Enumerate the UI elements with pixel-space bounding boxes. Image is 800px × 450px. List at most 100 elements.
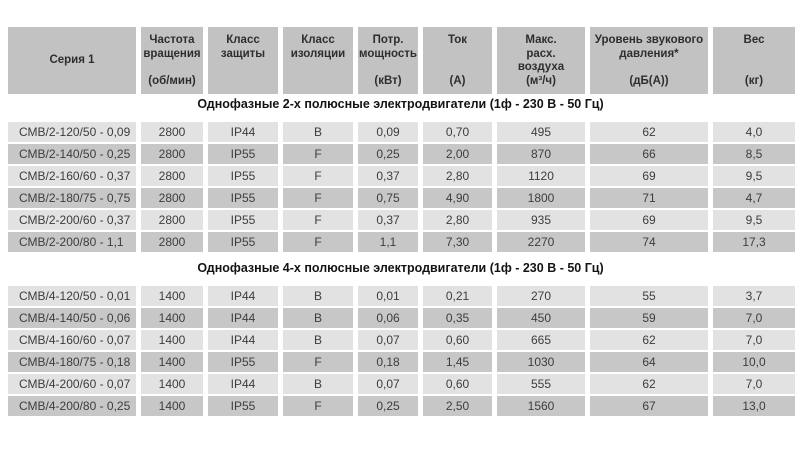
cell-airflow: 1800 xyxy=(497,188,585,208)
cell-series: СМВ/2-180/75 - 0,75 xyxy=(8,188,136,208)
cell-protection: IP55 xyxy=(208,166,278,186)
header-label: Ток xyxy=(447,34,468,46)
header-cell-speed: Частота вращения (об/мин) xyxy=(141,27,203,94)
header-unit: (дБ(А)) xyxy=(629,74,669,87)
cell-current: 0,60 xyxy=(423,330,492,350)
table-row: СМВ/2-200/80 - 1,1 2800 IP55 F 1,1 7,30 2270 74… xyxy=(8,232,795,252)
cell-speed: 2800 xyxy=(141,188,203,208)
cell-current: 2,50 xyxy=(423,396,492,416)
header-label: Макс. расх. воздуха xyxy=(517,34,565,73)
cell-power: 1,1 xyxy=(358,232,418,252)
cell-speed: 2800 xyxy=(141,210,203,230)
cell-protection: IP55 xyxy=(208,396,278,416)
cell-series: СМВ/2-120/50 - 0,09 xyxy=(8,122,136,142)
cell-protection: IP55 xyxy=(208,144,278,164)
cell-airflow: 495 xyxy=(497,122,585,142)
cell-protection: IP55 xyxy=(208,352,278,372)
cell-power: 0,25 xyxy=(358,144,418,164)
cell-noise: 71 xyxy=(590,188,708,208)
cell-weight: 7,0 xyxy=(713,374,795,394)
cell-noise: 66 xyxy=(590,144,708,164)
header-label: Уровень звукового давления* xyxy=(594,34,704,60)
table-row: СМВ/2-180/75 - 0,75 2800 IP55 F 0,75 4,90 1800… xyxy=(8,188,795,208)
section-title: Однофазные 4-х полюсные электродвигатели… xyxy=(8,254,793,282)
cell-airflow: 665 xyxy=(497,330,585,350)
cell-series: СМВ/4-140/50 - 0,06 xyxy=(8,308,136,328)
cell-protection: IP44 xyxy=(208,286,278,306)
cell-power: 0,09 xyxy=(358,122,418,142)
cell-current: 1,45 xyxy=(423,352,492,372)
cell-current: 2,80 xyxy=(423,166,492,186)
cell-current: 2,00 xyxy=(423,144,492,164)
cell-power: 0,37 xyxy=(358,166,418,186)
table-row: СМВ/4-200/60 - 0,07 1400 IP44 B 0,07 0,60 555 6… xyxy=(8,374,795,394)
header-label: Класс изоляции xyxy=(290,34,346,60)
cell-weight: 17,3 xyxy=(713,232,795,252)
cell-insulation: F xyxy=(283,210,353,230)
cell-insulation: F xyxy=(283,232,353,252)
cell-power: 0,75 xyxy=(358,188,418,208)
header-label: Серия 1 xyxy=(49,54,95,67)
cell-series: СМВ/4-200/60 - 0,07 xyxy=(8,374,136,394)
cell-protection: IP55 xyxy=(208,188,278,208)
section-title: Однофазные 2-х полюсные электродвигатели… xyxy=(8,90,793,118)
table-row: СМВ/4-180/75 - 0,18 1400 IP55 F 0,18 1,45 1030… xyxy=(8,352,795,372)
cell-insulation: F xyxy=(283,188,353,208)
cell-speed: 2800 xyxy=(141,232,203,252)
cell-power: 0,37 xyxy=(358,210,418,230)
cell-current: 2,80 xyxy=(423,210,492,230)
cell-series: СМВ/4-180/75 - 0,18 xyxy=(8,352,136,372)
header-label: Частота вращения xyxy=(143,34,201,60)
cell-noise: 74 xyxy=(590,232,708,252)
cell-weight: 9,5 xyxy=(713,210,795,230)
cell-noise: 59 xyxy=(590,308,708,328)
cell-protection: IP44 xyxy=(208,308,278,328)
header-cell-airflow: Макс. расх. воздуха (м³/ч) xyxy=(497,27,585,94)
cell-series: СМВ/2-200/80 - 1,1 xyxy=(8,232,136,252)
table-row: СМВ/2-200/60 - 0,37 2800 IP55 F 0,37 2,80 935 6… xyxy=(8,210,795,230)
cell-airflow: 870 xyxy=(497,144,585,164)
cell-weight: 3,7 xyxy=(713,286,795,306)
cell-insulation: F xyxy=(283,144,353,164)
cell-insulation: B xyxy=(283,308,353,328)
cell-weight: 4,7 xyxy=(713,188,795,208)
cell-weight: 7,0 xyxy=(713,330,795,350)
cell-weight: 10,0 xyxy=(713,352,795,372)
cell-insulation: F xyxy=(283,396,353,416)
cell-current: 0,35 xyxy=(423,308,492,328)
cell-weight: 4,0 xyxy=(713,122,795,142)
cell-power: 0,25 xyxy=(358,396,418,416)
cell-current: 0,70 xyxy=(423,122,492,142)
cell-current: 7,30 xyxy=(423,232,492,252)
cell-insulation: F xyxy=(283,166,353,186)
header-cell-weight: Вес (кг) xyxy=(713,27,795,94)
cell-airflow: 935 xyxy=(497,210,585,230)
cell-power: 0,07 xyxy=(358,330,418,350)
header-unit: (об/мин) xyxy=(148,74,196,87)
cell-airflow: 555 xyxy=(497,374,585,394)
cell-airflow: 450 xyxy=(497,308,585,328)
cell-insulation: B xyxy=(283,286,353,306)
cell-power: 0,01 xyxy=(358,286,418,306)
cell-airflow: 1120 xyxy=(497,166,585,186)
header-cell-noise: Уровень звукового давления* (дБ(А)) xyxy=(590,27,708,94)
table-row: СМВ/2-160/60 - 0,37 2800 IP55 F 0,37 2,80 1120… xyxy=(8,166,795,186)
header-unit: (кг) xyxy=(744,74,764,87)
header-label: Вес xyxy=(743,34,765,46)
table-row: СМВ/2-120/50 - 0,09 2800 IP44 B 0,09 0,70 495 6… xyxy=(8,122,795,142)
cell-airflow: 1030 xyxy=(497,352,585,372)
cell-speed: 1400 xyxy=(141,396,203,416)
cell-noise: 62 xyxy=(590,330,708,350)
table-row: СМВ/4-140/50 - 0,06 1400 IP44 B 0,06 0,35 450 5… xyxy=(8,308,795,328)
cell-speed: 1400 xyxy=(141,374,203,394)
cell-speed: 2800 xyxy=(141,144,203,164)
cell-series: СМВ/4-160/60 - 0,07 xyxy=(8,330,136,350)
cell-protection: IP55 xyxy=(208,210,278,230)
cell-protection: IP55 xyxy=(208,232,278,252)
table-row: СМВ/2-140/50 - 0,25 2800 IP55 F 0,25 2,00 870 6… xyxy=(8,144,795,164)
cell-airflow: 1560 xyxy=(497,396,585,416)
cell-current: 4,90 xyxy=(423,188,492,208)
cell-insulation: F xyxy=(283,352,353,372)
cell-noise: 67 xyxy=(590,396,708,416)
cell-noise: 62 xyxy=(590,374,708,394)
